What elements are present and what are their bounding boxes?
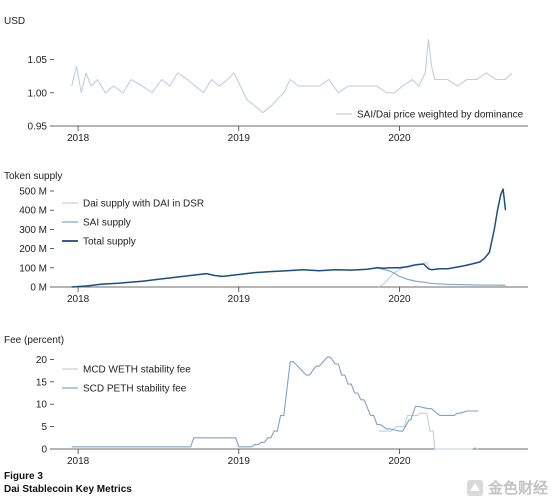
y-tick-label: 10 [36, 400, 48, 411]
y-tick-label: 400 M [19, 206, 47, 217]
x-tick-label: 2019 [228, 294, 251, 305]
x-tick-label: 2018 [67, 294, 90, 305]
legend-label: SCD PETH stability fee [83, 384, 187, 395]
watermark-logo-icon [466, 479, 484, 497]
x-tick-label: 2020 [388, 456, 411, 467]
x-tick-label: 2018 [67, 456, 90, 467]
legend: MCD WETH stability fee SCD PETH stability… [62, 365, 191, 395]
figure-title: Dai Stablecoin Key Metrics [4, 484, 132, 495]
y-tick-label: 0 M [30, 283, 47, 294]
y-tick-label: 20 [36, 355, 48, 366]
y-axis-label: Token supply [4, 171, 62, 182]
y-tick-label: 500 M [19, 187, 47, 198]
legend: SAI/Dai price weighted by dominance [336, 110, 524, 121]
series-line [378, 412, 479, 450]
price-panel: USD 1.05 1.00 0.95 2018 2019 2020 SAI/Dai price… [4, 16, 528, 144]
y-axis-label: Fee (percent) [4, 335, 64, 346]
watermark: 金色财经 [466, 477, 548, 498]
x-tick-label: 2019 [228, 133, 251, 144]
y-tick-label: 0.95 [28, 122, 48, 133]
y-tick-label: 300 M [19, 225, 47, 236]
supply-panel: Token supply 500 M 400 M 300 M 200 M 100 M 0 M… [4, 171, 528, 305]
x-tick-label: 2020 [388, 133, 411, 144]
legend-label: SAI/Dai price weighted by dominance [357, 110, 524, 121]
y-tick-label: 100 M [19, 263, 47, 274]
series-line [71, 39, 513, 114]
legend-label: Total supply [83, 237, 136, 248]
y-tick-label: 1.00 [28, 88, 48, 99]
series-line [71, 188, 507, 288]
y-tick-label: 1.05 [28, 55, 48, 66]
y-tick-label: 0 [41, 445, 47, 456]
legend-label: Dai supply with DAI in DSR [83, 199, 204, 210]
series-line [378, 261, 431, 288]
y-tick-label: 5 [41, 422, 47, 433]
y-tick-label: 200 M [19, 244, 47, 255]
legend-label: MCD WETH stability fee [83, 365, 191, 376]
series-line [71, 356, 479, 448]
legend-label: SAI supply [83, 218, 131, 229]
y-tick-label: 15 [36, 377, 48, 388]
figure-label: Figure 3 [4, 471, 43, 482]
x-tick-label: 2018 [67, 133, 90, 144]
legend: Dai supply with DAI in DSR SAI supply Tota… [62, 199, 204, 248]
y-axis-label: USD [4, 16, 25, 27]
watermark-text: 金色财经 [487, 479, 548, 497]
x-tick-label: 2020 [388, 294, 411, 305]
fee-panel: Fee (percent) 20 15 10 5 0 2018 2019 2020 MCD WET… [4, 335, 528, 467]
x-tick-label: 2019 [228, 456, 251, 467]
